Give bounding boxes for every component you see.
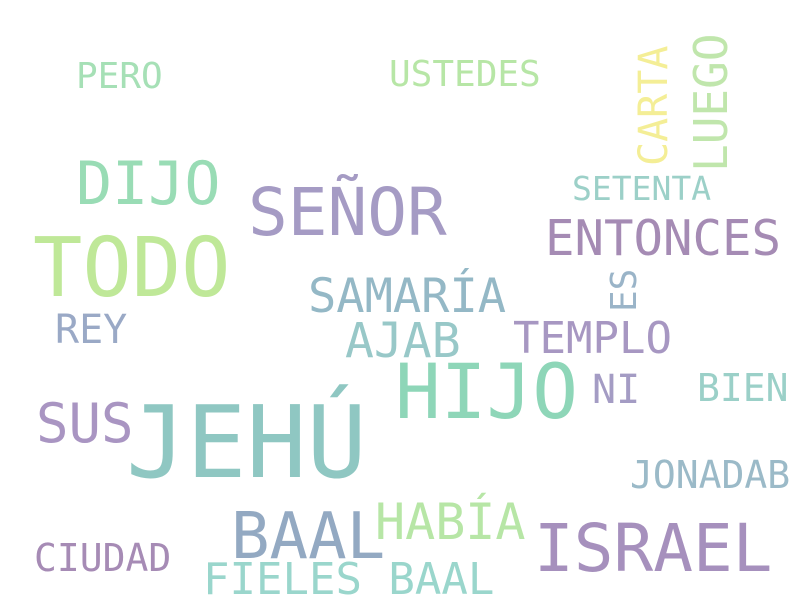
word-baal-large: BAAL [231,500,386,574]
word-todo: TODO [33,221,231,316]
word-setenta: SETENTA [572,169,712,208]
word-hijo: HIJO [395,347,579,436]
word-templo: TEMPLO [513,313,672,364]
word-pero: PERO [76,56,163,97]
word-ciudad: CIUDAD [34,536,172,580]
word-senor: SEÑOR [248,174,447,251]
word-rey: REY [55,307,128,353]
word-samaria: SAMARÍA [308,269,507,324]
word-ajab: AJAB [345,313,461,369]
word-carta: CARTA [631,45,677,166]
word-ni: NI [592,367,641,413]
word-entonces: ENTONCES [545,210,782,267]
word-dijo: DIJO [76,149,221,219]
word-bien: BIEN [697,366,789,410]
word-jehu: JEHÚ [126,384,367,501]
word-jonadab: JONADAB [630,453,791,497]
word-sus: SUS [36,392,134,455]
word-luego: LUEGO [684,33,738,172]
word-israel: ISRAEL [534,510,773,587]
word-ustedes: USTEDES [389,54,541,95]
word-es: ES [604,268,645,312]
word-habia: HABÍA [375,493,526,551]
word-fieles-baal: FIELES BAAL [203,554,495,600]
